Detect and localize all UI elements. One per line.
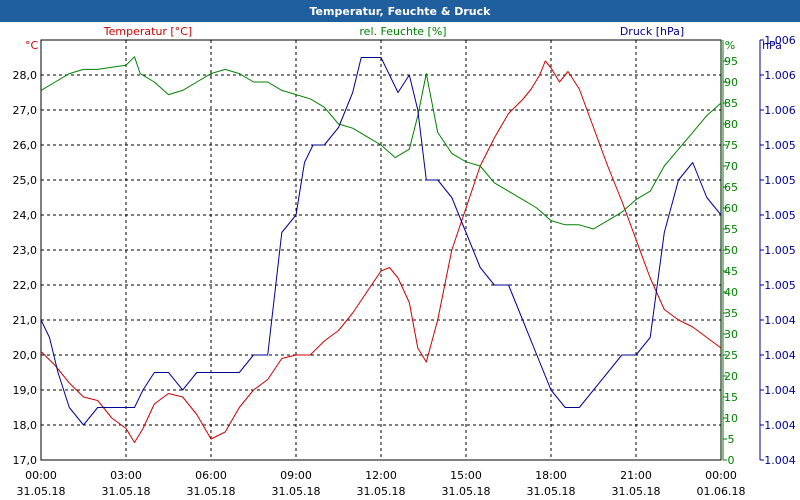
- x-tick-date: 31.05.18: [612, 485, 661, 498]
- humidity-tick-label: 45: [724, 265, 738, 278]
- series-line-pressure: [40, 57, 722, 426]
- pressure-unit-label: hPa: [762, 39, 782, 52]
- temperature-axis-label: Temperatur [°C]: [103, 25, 192, 38]
- humidity-tick-label: 15: [724, 391, 738, 404]
- tick-labels: 00:00 31.05.18 03:00 31.05.18 06:00 31.05.18 0…: [13, 34, 796, 498]
- temperature-unit-label: °C: [25, 39, 39, 52]
- x-tick-time: 18:00: [535, 469, 567, 482]
- humidity-tick-label: 5: [728, 433, 735, 446]
- chart-title: Temperatur, Feuchte & Druck: [310, 5, 492, 18]
- humidity-tick-label: 70: [724, 160, 738, 173]
- humidity-tick-label: 65: [724, 181, 738, 194]
- temperature-tick-label: 23,0: [13, 244, 38, 257]
- humidity-tick-label: 55: [724, 223, 738, 236]
- humidity-tick-label: 95: [724, 55, 738, 68]
- humidity-tick-label: 25: [724, 349, 738, 362]
- series-line-temperature: [40, 60, 722, 443]
- title-bar: [0, 0, 800, 22]
- x-tick-date: 31.05.18: [357, 485, 406, 498]
- temperature-tick-label: 17,0: [13, 454, 38, 467]
- pressure-tick-label: 1.004: [764, 454, 796, 467]
- x-tick-time: 03:00: [110, 469, 142, 482]
- x-tick-time: 21:00: [620, 469, 652, 482]
- pressure-tick-label: 1.005: [764, 244, 796, 257]
- pressure-tick-label: 1.005: [764, 174, 796, 187]
- pressure-tick-label: 1.006: [764, 69, 796, 82]
- x-tick-date: 31.05.18: [187, 485, 236, 498]
- humidity-tick-label: 85: [724, 97, 738, 110]
- x-tick-time: 15:00: [450, 469, 482, 482]
- pressure-tick-label: 1.005: [764, 279, 796, 292]
- temperature-tick-label: 26,0: [13, 139, 38, 152]
- temperature-tick-label: 24,0: [13, 209, 38, 222]
- humidity-axis-label: rel. Feuchte [%]: [359, 25, 446, 38]
- temperature-tick-label: 21,0: [13, 314, 38, 327]
- temperature-tick-label: 22,0: [13, 279, 38, 292]
- temperature-tick-label: 18,0: [13, 419, 38, 432]
- pressure-tick-label: 1.006: [764, 104, 796, 117]
- humidity-tick-label: 90: [724, 76, 738, 89]
- pressure-tick-label: 1.004: [764, 349, 796, 362]
- x-tick-date: 31.05.18: [102, 485, 151, 498]
- pressure-tick-label: 1.004: [764, 314, 796, 327]
- humidity-tick-label: 80: [724, 118, 738, 131]
- humidity-tick-label: 30: [724, 328, 738, 341]
- x-tick-date: 01.06.18: [697, 485, 746, 498]
- pressure-tick-label: 1.006: [764, 34, 796, 47]
- plot-frame: [40, 39, 722, 461]
- temperature-tick-label: 28,0: [13, 69, 38, 82]
- humidity-tick-label: 10: [724, 412, 738, 425]
- temperature-tick-label: 19,0: [13, 384, 38, 397]
- pressure-tick-label: 1.005: [764, 209, 796, 222]
- humidity-tick-label: 35: [724, 307, 738, 320]
- humidity-unit-label: %: [725, 39, 735, 52]
- temperature-tick-label: 27,0: [13, 104, 38, 117]
- axes: [40, 39, 764, 461]
- humidity-tick-label: 50: [724, 244, 738, 257]
- pressure-axis-label: Druck [hPa]: [620, 25, 684, 38]
- pressure-tick-label: 1.004: [764, 384, 796, 397]
- x-tick-date: 31.05.18: [17, 485, 66, 498]
- temperature-tick-label: 25,0: [13, 174, 38, 187]
- x-tick-date: 31.05.18: [272, 485, 321, 498]
- x-tick-time: 12:00: [365, 469, 397, 482]
- humidity-tick-label: 0: [728, 454, 735, 467]
- pressure-tick-label: 1.005: [764, 139, 796, 152]
- temperature-tick-label: 20,0: [13, 349, 38, 362]
- x-tick-time: 09:00: [280, 469, 312, 482]
- x-tick-time: 00:00: [25, 469, 57, 482]
- humidity-tick-label: 60: [724, 202, 738, 215]
- x-tick-time: 00:00: [705, 469, 737, 482]
- humidity-tick-label: 20: [724, 370, 738, 383]
- x-tick-date: 31.05.18: [442, 485, 491, 498]
- pressure-tick-label: 1.004: [764, 419, 796, 432]
- x-tick-time: 06:00: [195, 469, 227, 482]
- x-tick-date: 31.05.18: [527, 485, 576, 498]
- humidity-tick-label: 75: [724, 139, 738, 152]
- series-lines: [40, 56, 722, 443]
- humidity-tick-label: 40: [724, 286, 738, 299]
- series-line-humidity: [40, 56, 722, 230]
